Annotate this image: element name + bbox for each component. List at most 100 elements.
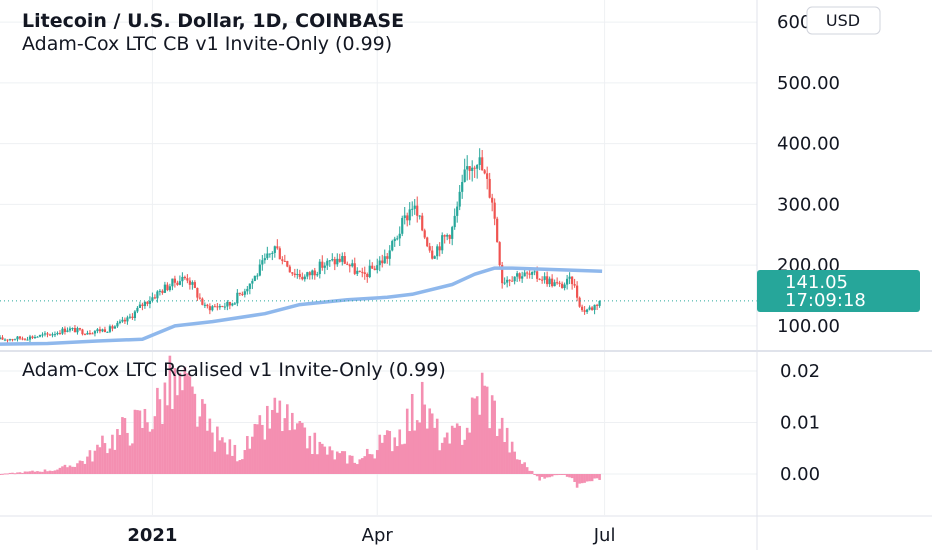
- realised-bar: [543, 474, 546, 479]
- candle: [233, 301, 236, 305]
- candle: [361, 267, 364, 278]
- realised-bar: [31, 470, 34, 474]
- time-tick-label: 2021: [127, 525, 177, 546]
- candle-body: [113, 326, 117, 329]
- realised-bar: [583, 474, 586, 483]
- candle-body: [21, 338, 24, 340]
- currency-button[interactable]: USD: [806, 6, 881, 35]
- candle: [173, 275, 176, 288]
- candle-body: [268, 253, 271, 255]
- candle: [548, 276, 551, 288]
- candle-body: [503, 282, 506, 284]
- candle-body: [536, 271, 539, 279]
- indicator-pane[interactable]: [0, 355, 601, 488]
- realised-bar: [41, 471, 44, 474]
- candle-body: [16, 336, 19, 340]
- realised-bar: [330, 450, 334, 474]
- realised-bar: [266, 405, 269, 474]
- realised-bar: [440, 442, 444, 474]
- realised-bar: [126, 432, 129, 474]
- realised-bar: [313, 432, 317, 474]
- realised-bar: [525, 467, 529, 474]
- candle-body: [81, 329, 84, 335]
- candle-body: [343, 256, 346, 264]
- realised-bar: [400, 444, 404, 474]
- realised-bar: [590, 474, 594, 482]
- candle: [488, 172, 491, 199]
- candle-body: [431, 250, 434, 259]
- candle: [176, 280, 179, 286]
- realised-bar: [33, 471, 37, 474]
- realised-bar: [305, 448, 309, 474]
- realised-bar: [388, 431, 392, 474]
- candle: [436, 244, 439, 260]
- realised-bar: [593, 474, 596, 479]
- candle: [566, 274, 569, 290]
- candle: [133, 310, 137, 321]
- realised-bar: [575, 474, 579, 488]
- candle-body: [151, 297, 154, 301]
- realised-bar: [365, 448, 369, 474]
- candle: [443, 234, 446, 244]
- realised-bar: [393, 437, 397, 474]
- realised-bar: [113, 449, 117, 474]
- candle-body: [146, 301, 149, 304]
- candle: [26, 336, 29, 341]
- candle: [51, 332, 54, 338]
- realised-bar: [335, 451, 339, 474]
- candle-body: [88, 332, 92, 334]
- candle-body: [301, 276, 304, 280]
- candle: [256, 273, 259, 280]
- candle-body: [68, 328, 72, 331]
- candle-body: [316, 274, 319, 276]
- candle: [496, 216, 499, 243]
- realised-bar: [18, 472, 22, 474]
- candle: [336, 253, 339, 267]
- candle: [546, 271, 549, 287]
- candle: [198, 293, 201, 300]
- candle-body: [86, 332, 89, 335]
- candle: [491, 193, 494, 212]
- candle-body: [588, 307, 591, 310]
- candle-body: [6, 339, 9, 341]
- candle: [241, 291, 244, 297]
- realised-bar: [271, 409, 274, 474]
- candle-body: [168, 286, 171, 291]
- candle-body: [28, 336, 32, 340]
- candle: [518, 272, 521, 282]
- realised-bar: [86, 456, 89, 474]
- candle-body: [238, 292, 241, 294]
- candle: [293, 268, 296, 278]
- candle: [398, 226, 401, 246]
- candle: [63, 326, 67, 335]
- realised-bar: [281, 431, 284, 474]
- candle: [288, 264, 291, 273]
- candle-body: [561, 283, 564, 289]
- candle-body: [571, 276, 574, 285]
- realised-bar: [288, 430, 292, 474]
- realised-bar: [328, 446, 332, 474]
- price-pane[interactable]: [0, 148, 757, 346]
- candle-body: [508, 279, 511, 281]
- candle: [33, 334, 37, 339]
- realised-bar: [418, 422, 422, 474]
- candle-body: [193, 282, 196, 288]
- candle: [221, 305, 224, 308]
- candle: [116, 320, 119, 328]
- realised-bar: [443, 437, 447, 474]
- candle: [183, 275, 186, 280]
- realised-bar: [133, 409, 137, 474]
- candle-body: [566, 278, 569, 285]
- candle: [453, 208, 456, 230]
- candle-body: [468, 166, 471, 171]
- realised-bar: [480, 372, 484, 474]
- realised-bar: [196, 426, 199, 474]
- candle-body: [111, 326, 114, 329]
- candle: [558, 280, 561, 287]
- candle-body: [196, 287, 199, 298]
- candle-body: [378, 260, 381, 266]
- candle: [413, 198, 416, 215]
- realised-bar: [211, 432, 214, 474]
- realised-bar: [318, 441, 322, 474]
